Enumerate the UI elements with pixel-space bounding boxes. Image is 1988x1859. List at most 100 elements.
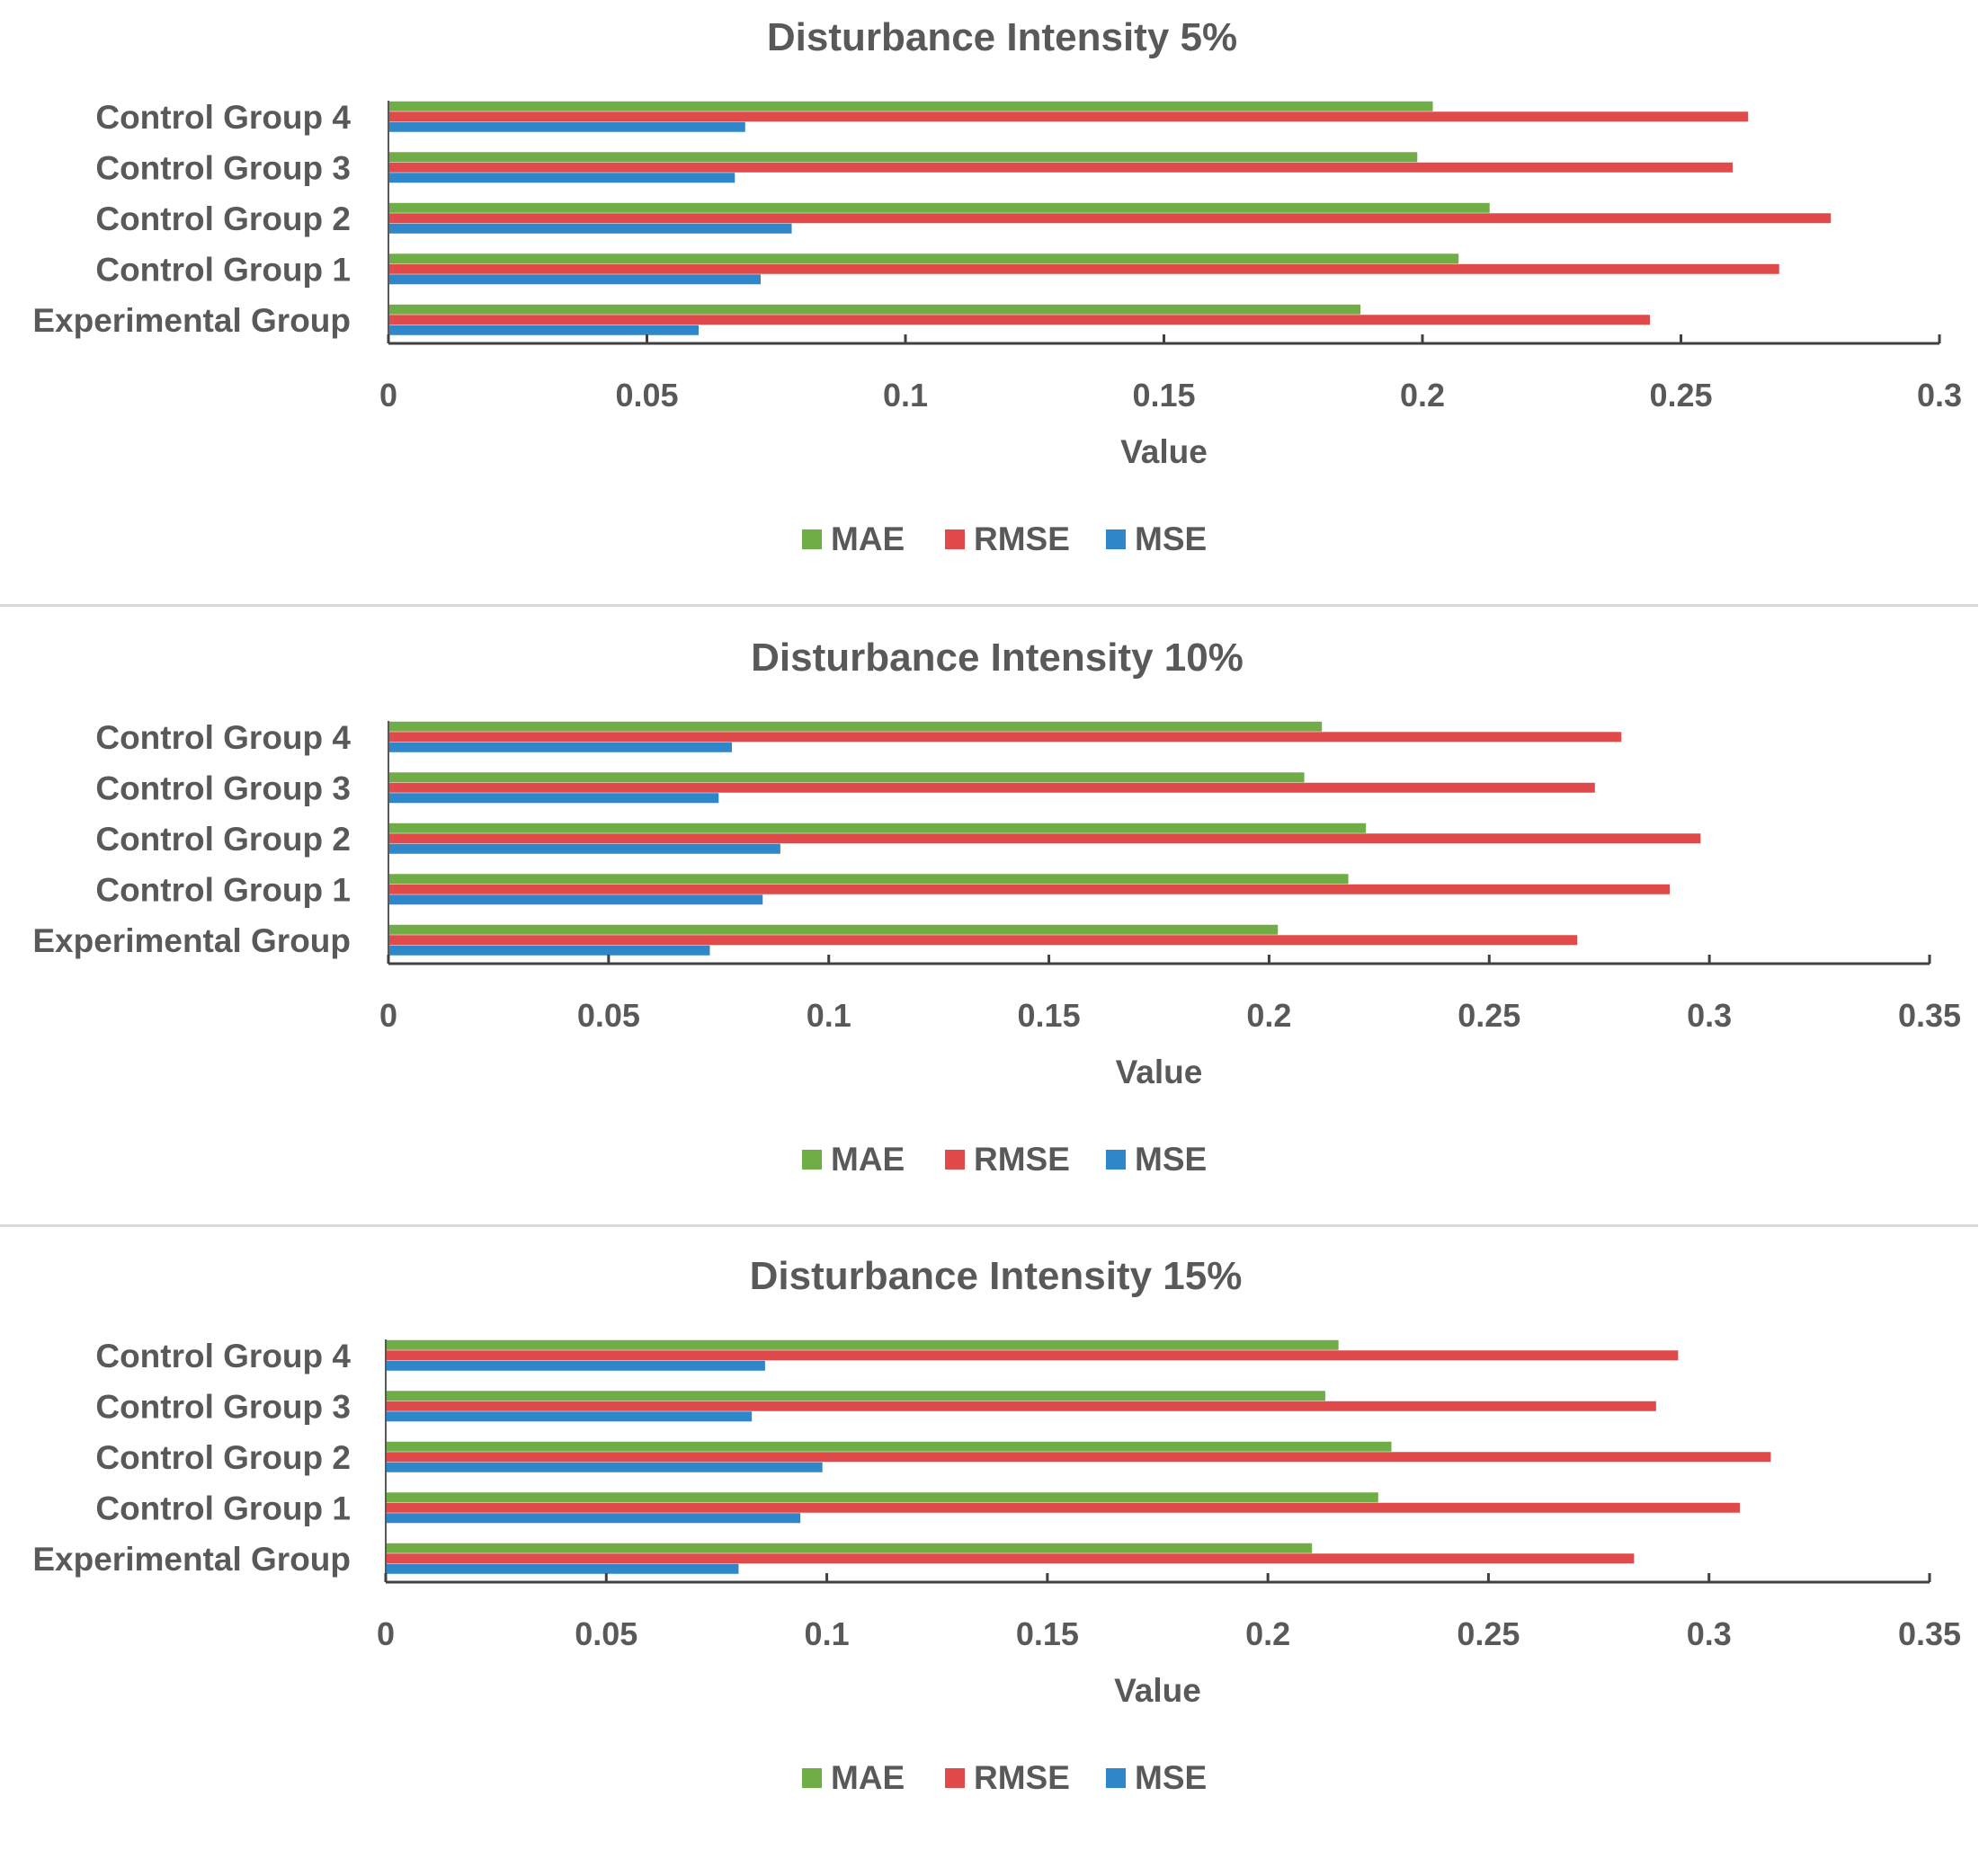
bar-mse-experimental-group bbox=[386, 1563, 739, 1574]
bar-mae-experimental-group bbox=[388, 304, 1360, 315]
bar-mse-control-group-4 bbox=[386, 1360, 765, 1371]
bar-mae-control-group-2 bbox=[388, 823, 1367, 833]
bar-rmse-control-group-3 bbox=[388, 782, 1595, 793]
chart-stack: Disturbance Intensity 5% Experimental Gro… bbox=[0, 15, 1988, 1796]
legend-swatch-mse bbox=[1106, 1768, 1126, 1788]
x-tick-label: 0.05 bbox=[577, 997, 640, 1034]
bar-rmse-experimental-group bbox=[388, 935, 1578, 946]
x-tick-label: 0.05 bbox=[615, 377, 678, 414]
legend-label-rmse: RMSE bbox=[974, 1141, 1070, 1178]
bar-mae-control-group-1 bbox=[386, 1492, 1378, 1503]
bar-rmse-control-group-3 bbox=[388, 162, 1733, 173]
bar-mse-control-group-4 bbox=[388, 742, 732, 752]
bar-rmse-control-group-1 bbox=[388, 884, 1671, 894]
bar-mse-control-group-3 bbox=[386, 1411, 753, 1422]
bar-mse-experimental-group bbox=[388, 325, 699, 335]
chart-svg: Disturbance Intensity 5% Experimental Gro… bbox=[32, 15, 1962, 557]
category-label: Control Group 3 bbox=[95, 1389, 351, 1426]
bar-rmse-control-group-2 bbox=[388, 833, 1701, 844]
category-label: Experimental Group bbox=[32, 302, 351, 339]
legend-swatch-mse bbox=[1106, 1150, 1126, 1170]
bar-mae-control-group-1 bbox=[388, 254, 1459, 264]
chart-svg: Disturbance Intensity 15% Experimental Gr… bbox=[32, 1254, 1961, 1796]
x-tick-label: 0.2 bbox=[1400, 377, 1445, 414]
legend-label-rmse: RMSE bbox=[974, 520, 1070, 557]
bar-rmse-experimental-group bbox=[388, 315, 1650, 325]
category-label: Experimental Group bbox=[32, 922, 351, 959]
legend-label-mae: MAE bbox=[831, 1141, 905, 1178]
x-tick-label: 0.3 bbox=[1917, 377, 1962, 414]
legend-label-rmse: RMSE bbox=[974, 1759, 1070, 1796]
legend-swatch-mae bbox=[802, 1150, 822, 1170]
bar-mse-control-group-3 bbox=[388, 173, 735, 183]
x-axis-label: Value bbox=[1120, 433, 1208, 470]
x-axis-label: Value bbox=[1116, 1054, 1203, 1090]
x-tick-label: 0.1 bbox=[807, 997, 851, 1034]
bar-mse-control-group-2 bbox=[386, 1462, 823, 1472]
legend-label-mae: MAE bbox=[831, 520, 905, 557]
chart-title: Disturbance Intensity 10% bbox=[751, 636, 1244, 680]
legend-swatch-rmse bbox=[945, 1768, 965, 1788]
bar-rmse-control-group-2 bbox=[386, 1452, 1771, 1463]
x-tick-label: 0.25 bbox=[1458, 997, 1520, 1034]
bar-mae-control-group-2 bbox=[386, 1441, 1392, 1452]
panel-separator bbox=[0, 604, 1978, 607]
x-tick-label: 0.15 bbox=[1018, 997, 1081, 1034]
bar-mse-experimental-group bbox=[388, 945, 710, 956]
bar-mae-control-group-2 bbox=[388, 202, 1490, 213]
bar-mse-control-group-1 bbox=[388, 894, 763, 905]
x-tick-label: 0 bbox=[379, 997, 397, 1034]
bar-rmse-control-group-4 bbox=[386, 1350, 1679, 1361]
bar-rmse-control-group-4 bbox=[388, 111, 1749, 122]
panel-separator bbox=[0, 1224, 1978, 1227]
chart-title: Disturbance Intensity 5% bbox=[767, 15, 1237, 59]
legend-swatch-mae bbox=[802, 529, 822, 549]
x-tick-label: 0.05 bbox=[575, 1615, 637, 1652]
bar-rmse-control-group-4 bbox=[388, 732, 1622, 743]
category-label: Control Group 2 bbox=[95, 1439, 351, 1476]
bar-mae-control-group-4 bbox=[388, 101, 1433, 111]
bar-rmse-experimental-group bbox=[386, 1553, 1635, 1564]
category-label: Control Group 1 bbox=[95, 872, 351, 909]
bar-rmse-control-group-3 bbox=[386, 1401, 1656, 1411]
bar-mae-control-group-4 bbox=[386, 1339, 1339, 1350]
x-tick-label: 0.1 bbox=[883, 377, 928, 414]
x-tick-label: 0 bbox=[379, 377, 397, 414]
category-label: Control Group 2 bbox=[95, 200, 351, 237]
bar-mae-control-group-1 bbox=[388, 874, 1349, 885]
category-label: Control Group 3 bbox=[95, 150, 351, 187]
legend-swatch-rmse bbox=[945, 529, 965, 549]
x-tick-label: 0.2 bbox=[1245, 1615, 1290, 1652]
chart-panel: Disturbance Intensity 10% Experimental Gr… bbox=[0, 620, 1988, 1241]
legend-label-mse: MSE bbox=[1135, 520, 1207, 557]
bar-mae-control-group-3 bbox=[388, 152, 1418, 163]
legend-label-mae: MAE bbox=[831, 1759, 905, 1796]
bar-mse-control-group-1 bbox=[386, 1513, 801, 1524]
bar-mae-experimental-group bbox=[386, 1543, 1313, 1553]
legend-swatch-mse bbox=[1106, 529, 1126, 549]
category-label: Control Group 1 bbox=[95, 1490, 351, 1527]
x-tick-label: 0 bbox=[377, 1615, 395, 1652]
category-label: Control Group 4 bbox=[95, 1338, 351, 1374]
category-label: Experimental Group bbox=[32, 1541, 351, 1578]
category-label: Control Group 4 bbox=[95, 99, 351, 136]
bar-mae-control-group-3 bbox=[386, 1391, 1325, 1401]
bar-mae-experimental-group bbox=[388, 924, 1279, 935]
legend-label-mse: MSE bbox=[1135, 1141, 1207, 1178]
bar-rmse-control-group-1 bbox=[386, 1502, 1741, 1513]
chart-panel: Disturbance Intensity 15% Experimental Gr… bbox=[0, 1239, 1988, 1859]
chart-title: Disturbance Intensity 15% bbox=[750, 1254, 1243, 1298]
x-tick-label: 0.15 bbox=[1132, 377, 1195, 414]
x-tick-label: 0.25 bbox=[1649, 377, 1712, 414]
x-axis-label: Value bbox=[1114, 1672, 1201, 1709]
category-label: Control Group 3 bbox=[95, 770, 351, 807]
legend-swatch-mae bbox=[802, 1768, 822, 1788]
legend-swatch-rmse bbox=[945, 1150, 965, 1170]
x-tick-label: 0.35 bbox=[1898, 1615, 1961, 1652]
x-tick-label: 0.35 bbox=[1898, 997, 1961, 1034]
bar-mse-control-group-3 bbox=[388, 793, 719, 804]
category-label: Control Group 1 bbox=[95, 252, 351, 289]
bar-mae-control-group-4 bbox=[388, 721, 1323, 732]
bar-rmse-control-group-1 bbox=[388, 263, 1779, 274]
category-label: Control Group 4 bbox=[95, 719, 351, 756]
